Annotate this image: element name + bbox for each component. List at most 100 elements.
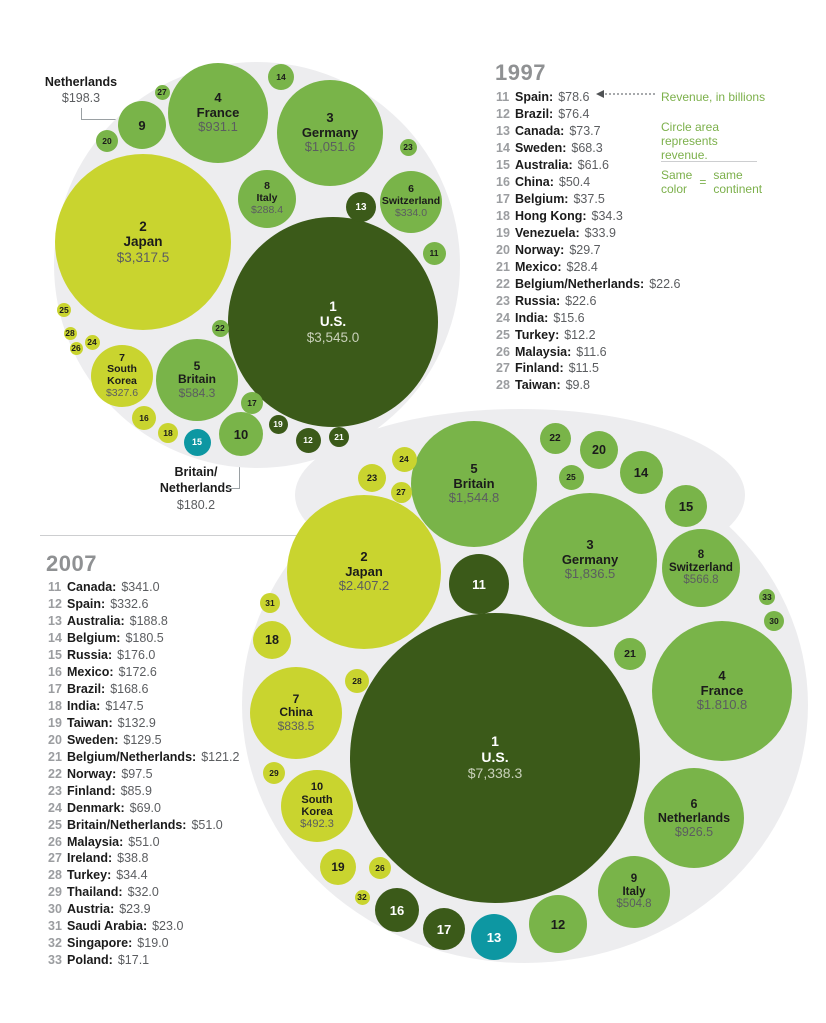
list-rank: 12: [496, 107, 510, 122]
list-country-name: Australia:: [515, 158, 573, 173]
list-row: 26 Malaysia: $11.6: [496, 343, 680, 360]
bubble-rank: 27: [157, 87, 167, 97]
list-country-name: Ireland:: [67, 851, 113, 866]
bubble-rank: 4: [718, 668, 726, 684]
list-revenue-value: $9.8: [565, 378, 590, 393]
bubble-2007-12-spain: 12: [529, 895, 587, 953]
bubble-2007-30-austria: 30: [764, 611, 784, 631]
bubble-revenue-value: $1,544.8: [448, 490, 500, 506]
bubble-rank: 3: [326, 110, 334, 126]
bubble-rank: 4: [214, 90, 222, 106]
bubble-rank: 8: [697, 548, 705, 561]
bubble-2007-11-canada: 11: [449, 554, 509, 614]
bubble-country-name: Switzerland: [669, 561, 733, 574]
list-row: 13 Canada: $73.7: [496, 123, 680, 140]
list-rank: 15: [496, 158, 510, 173]
list-revenue-value: $188.8: [129, 614, 168, 629]
bubble-rank: 16: [139, 413, 149, 423]
list-country-name: China:: [515, 175, 554, 190]
list-row: 19 Venezuela: $33.9: [496, 225, 680, 242]
list-row: 24 India: $15.6: [496, 309, 680, 326]
list-revenue-value: $51.0: [128, 834, 160, 849]
list-row: 22 Norway: $97.5: [48, 765, 239, 782]
bubble-2007-23-finland: 23: [358, 464, 386, 492]
list-row: 33 Poland: $17.1: [48, 952, 239, 969]
bubble-1997-25-turkey: 25: [57, 303, 71, 317]
bubble-rank: 19: [273, 419, 283, 429]
bubble-label: 6 Netherlands $926.5: [644, 768, 744, 868]
bubble-rank: 22: [549, 432, 561, 444]
callout-britain-netherlands: Britain/ Netherlands $180.2: [146, 464, 246, 513]
list-revenue-value: $332.6: [110, 597, 149, 612]
bubble-rank: 15: [192, 437, 202, 447]
list-rank: 14: [496, 141, 510, 156]
bubble-country-name: Italy: [256, 192, 278, 205]
list-country-name: Spain:: [67, 597, 106, 612]
list-country-name: Malaysia:: [67, 834, 124, 849]
list-country-name: Spain:: [515, 90, 554, 105]
bubble-1997-17-belgium: 17: [241, 392, 263, 414]
list-row: 17 Brazil: $168.6: [48, 681, 239, 698]
list-revenue-value: $19.0: [137, 936, 169, 951]
list-rank: 19: [496, 225, 510, 240]
list-row: 14 Belgium: $180.5: [48, 630, 239, 647]
bubble-revenue-value: $931.1: [198, 119, 238, 135]
list-row: 28 Turkey: $34.4: [48, 867, 239, 884]
list-country-name: Sweden:: [515, 141, 567, 156]
year-header-1997: 1997: [495, 60, 546, 85]
bubble-2007-18-india: 18: [253, 621, 291, 659]
list-rank: 28: [48, 868, 62, 883]
bubble-country-name: Korea: [107, 375, 137, 387]
bubble-1997-2-japan: 2 Japan $3,317.5: [55, 154, 231, 330]
list-rank: 33: [48, 953, 62, 968]
list-revenue-value: $172.6: [118, 665, 157, 680]
bubble-2007-17-brazil: 17: [423, 908, 465, 950]
list-rank: 13: [48, 614, 62, 629]
bubble-2007-10-south-korea: 10 South Korea $492.3: [281, 770, 353, 842]
bubble-label: 2 Japan $2.407.2: [287, 495, 441, 649]
list-revenue-value: $69.0: [129, 800, 161, 815]
list-revenue-value: $51.0: [191, 817, 223, 832]
bubble-rank: 20: [592, 443, 606, 457]
bubble-revenue-value: $3,545.0: [306, 329, 360, 345]
list-row: 15 Russia: $176.0: [48, 647, 239, 664]
list-rank: 17: [496, 192, 510, 207]
list-rank: 11: [48, 580, 62, 595]
list-row: 31 Saudi Arabia: $23.0: [48, 918, 239, 935]
list-row: 27 Ireland: $38.8: [48, 850, 239, 867]
list-rank: 27: [48, 851, 62, 866]
list-row: 12 Brazil: $76.4: [496, 106, 680, 123]
bubble-revenue-value: $926.5: [674, 825, 714, 839]
list-rank: 26: [496, 344, 510, 359]
bubble-rank: 24: [399, 454, 409, 464]
list-revenue-value: $11.6: [576, 344, 607, 359]
bubble-rank: 17: [247, 398, 257, 408]
list-row: 12 Spain: $332.6: [48, 596, 239, 613]
same-color-left: Same color: [661, 168, 693, 197]
bubble-rank: 5: [193, 358, 201, 373]
list-revenue-value: $341.0: [121, 580, 160, 595]
bubble-rank: 18: [265, 633, 279, 647]
list-revenue-value: $68.3: [571, 141, 603, 156]
bubble-2007-6-netherlands: 6 Netherlands $926.5: [644, 768, 744, 868]
list-revenue-value: $97.5: [121, 766, 153, 781]
bubble-rank: 10: [233, 426, 249, 442]
bubble-rank: 25: [59, 305, 69, 315]
bubble-label: 9 Italy $504.8: [598, 856, 670, 928]
list-rank: 29: [48, 885, 62, 900]
bubble-label: 4 France $931.1: [168, 63, 268, 163]
bubble-1997-19-venezuela: 19: [268, 414, 288, 434]
bubble-1997-10-britain-netherlands: 10: [219, 412, 263, 456]
list-rank: 25: [496, 327, 510, 342]
dotted-leader-line: [605, 93, 655, 95]
bubble-2007-7-china: 7 China $838.5: [250, 667, 342, 759]
bubble-rank: 14: [633, 464, 649, 480]
bubble-rank: 20: [102, 136, 112, 146]
bubble-1997-28-taiwan: 28: [63, 326, 77, 340]
bubble-revenue-value: $492.3: [300, 818, 334, 831]
country-list-1997: 11 Spain: $78.6 12 Brazil: $76.4 13 Canada: $73.…: [496, 89, 680, 394]
bubble-rank: 30: [769, 616, 779, 626]
list-rank: 21: [48, 749, 62, 764]
bubble-label: 1 U.S. $3,545.0: [228, 217, 438, 427]
